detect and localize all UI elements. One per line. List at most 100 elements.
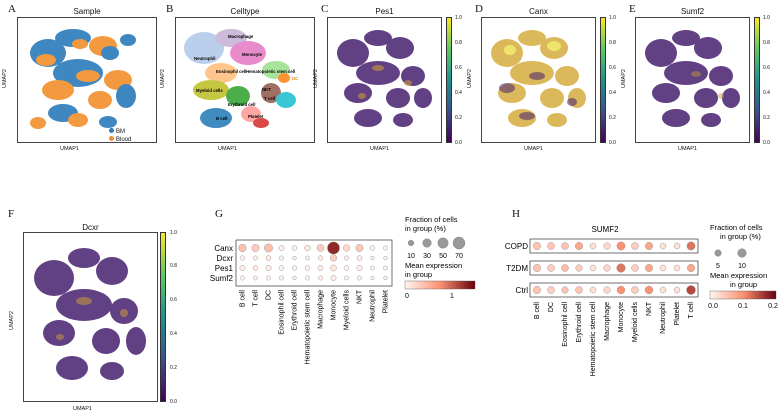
dot-mark (330, 275, 337, 281)
dot-mark (318, 275, 323, 281)
celltype-tick-label: Macrophage (318, 290, 325, 329)
dot-mark (561, 286, 569, 294)
celltype-label-erythroid: Erythroid cell (228, 102, 255, 107)
umap-b-ylabel: UMAP2 (160, 69, 166, 88)
colorbar-f-tick: 0.6 (170, 297, 177, 303)
umap-f-scatter (34, 248, 146, 380)
size-legend-value: 10 (738, 263, 746, 270)
panel-f-title: Dcxr (82, 223, 99, 232)
umap-a-xlabel: UMAP1 (60, 146, 79, 152)
colorbar-f (160, 232, 166, 402)
celltype-tick-label: B cell (240, 290, 247, 308)
colorbar-d-tick: 0.4 (609, 90, 616, 96)
colorbar-e (754, 17, 760, 143)
dot-mark (238, 243, 247, 253)
dot-mark (589, 242, 597, 250)
umap-d-scatter (491, 30, 586, 127)
dot-mark (304, 265, 311, 271)
dot-mark (327, 241, 340, 255)
celltype-tick-label: Hematopoietic stem cell (305, 290, 312, 365)
colorbar-d-tick: 0.0 (609, 140, 616, 146)
umap-c-xlabel: UMAP1 (370, 146, 389, 152)
umap-d-ylabel: UMAP2 (467, 69, 473, 88)
panel-a-legend: BM Blood (109, 128, 131, 144)
celltype-tick-label: Eosinophil cell (279, 290, 286, 335)
dot-mark (645, 264, 653, 272)
celltype-tick-label: T cell (688, 302, 695, 319)
color-legend-tick: 0 (405, 293, 409, 300)
dot-mark (278, 245, 285, 251)
celltype-label-hsc: Hematopoietic stem cell (246, 69, 295, 74)
dot-mark (659, 264, 667, 272)
gene-label: Dcxr (217, 254, 234, 263)
dot-mark (659, 242, 667, 250)
colorbar-e-tick: 1.0 (763, 15, 770, 21)
size-legend-value: 5 (716, 263, 720, 270)
umap-a-scatter (30, 29, 136, 129)
gene-label: Pes1 (215, 264, 234, 273)
dot-mark (304, 244, 311, 252)
color-legend-bar (709, 290, 777, 300)
celltype-tick-label: Platelet (674, 302, 681, 325)
celltype-label-myeloid: Myeloid cells (196, 88, 223, 93)
dot-mark (673, 242, 681, 250)
umap-c-ylabel: UMAP2 (313, 69, 319, 88)
dot-mark (317, 265, 324, 271)
condition-label: COPD (505, 242, 528, 251)
celltype-tick-label: Erythroid cell (292, 290, 299, 331)
dot-mark (356, 265, 363, 271)
umap-c-scatter (337, 30, 432, 127)
colorbar-d-tick: 1.0 (609, 15, 616, 21)
dot-mark (291, 265, 298, 271)
dot-mark (252, 265, 259, 271)
condition-label: Ctrl (516, 286, 529, 295)
dot-mark (316, 244, 325, 252)
dot-mark (264, 243, 273, 253)
celltype-tick-label: Platelet (383, 290, 390, 313)
colorbar-e-tick: 0.2 (763, 115, 770, 121)
colorbar-c-tick: 0.4 (455, 90, 462, 96)
celltype-tick-label: Monocyte (331, 290, 338, 320)
size-legend-value: 10 (407, 253, 415, 260)
celltype-tick-label: B cell (534, 302, 541, 320)
celltype-tick-label: Myeloid cells (632, 302, 639, 343)
dot-mark (292, 275, 297, 281)
dot-mark (603, 264, 611, 272)
celltype-label-dc: DC (292, 76, 298, 81)
celltype-label-bcell: B cell (216, 116, 227, 121)
dot-mark (279, 255, 284, 261)
dot-mark (575, 286, 583, 294)
colorbar-c-tick: 0.0 (455, 140, 462, 146)
colorbar-d-tick: 0.6 (609, 65, 616, 71)
panel-letter-c: C (321, 3, 329, 15)
dot-mark (265, 265, 272, 271)
dot-mark (645, 242, 653, 250)
dot-mark (616, 241, 626, 251)
colorbar-e-tick: 0.6 (763, 65, 770, 71)
celltype-tick-label: Myeloid cells (344, 290, 351, 331)
color-legend-bar (404, 280, 476, 290)
dot-mark (344, 275, 349, 281)
umap-panel-c (327, 17, 442, 143)
celltype-tick-label: DC (548, 302, 555, 312)
size-legend-title-2: in group (%) (405, 224, 446, 233)
dot-mark (278, 265, 285, 271)
dot-mark (644, 285, 654, 295)
umap-panel-a (17, 17, 157, 143)
dot-mark (603, 286, 611, 294)
panel-letter-h: H (512, 208, 520, 220)
panel-e-title: Sumf2 (680, 7, 705, 16)
celltype-label-tcell: T cell (264, 96, 275, 101)
colorbar-e-tick: 0.0 (763, 140, 770, 146)
celltype-label-neutrophil: Neutrophil (194, 56, 215, 61)
dot-mark (370, 255, 375, 261)
colorbar-f-tick: 0.4 (170, 331, 177, 337)
size-legend-dot (714, 249, 722, 257)
dot-mark (589, 286, 597, 294)
dot-mark (547, 264, 555, 272)
panel-b-title: Celltype (230, 7, 260, 16)
celltype-label-macrophage: Macrophage (228, 34, 254, 39)
umap-f-ylabel: UMAP2 (9, 311, 15, 330)
size-legend-title: Fraction of cells (405, 215, 458, 224)
color-legend-title-2: in group (730, 280, 757, 289)
